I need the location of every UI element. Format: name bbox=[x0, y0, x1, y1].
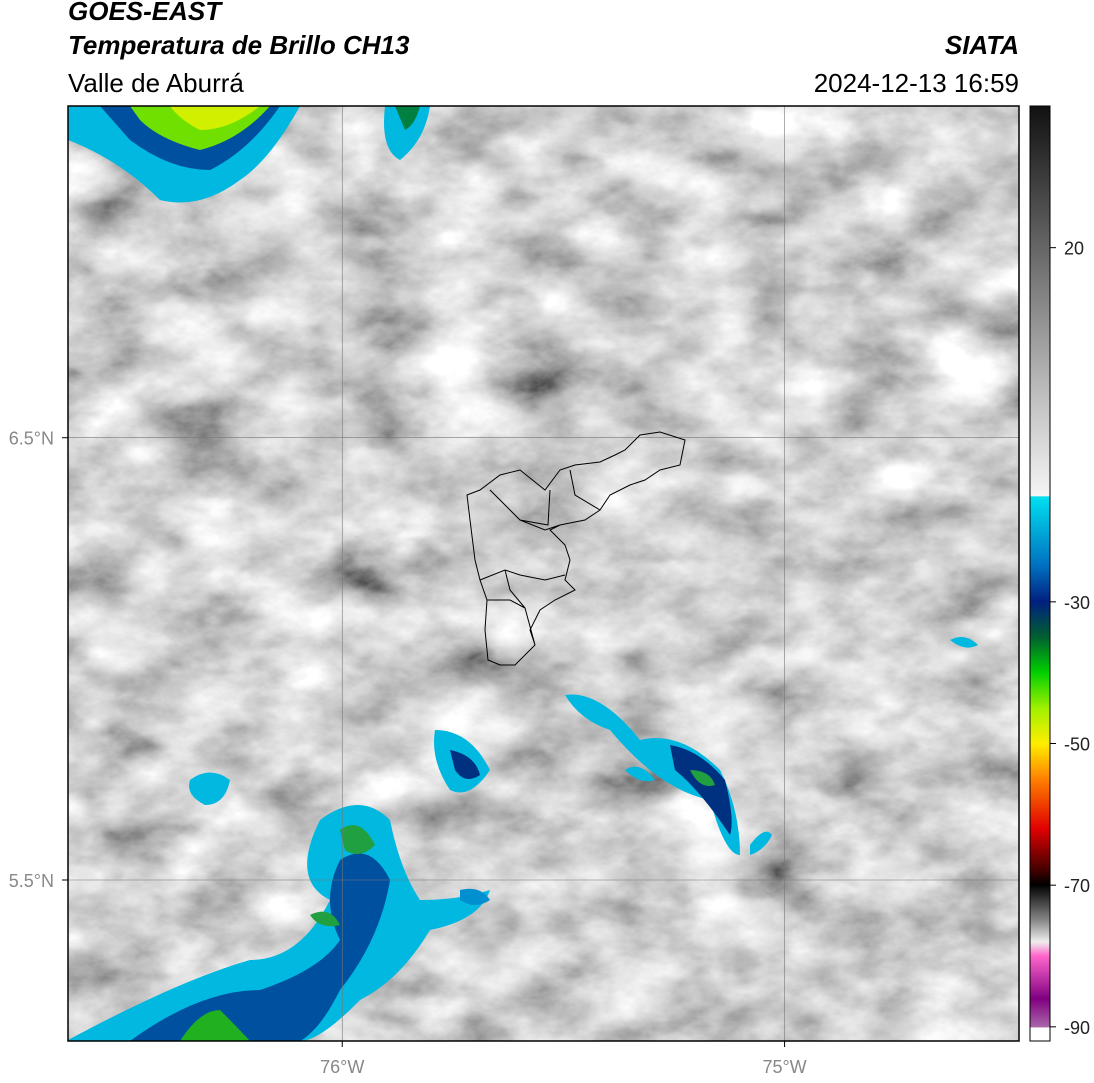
ticks: 76°W 75°W 6.5°N 5.5°N 20 -30 -50 -70 -90 bbox=[9, 239, 1090, 1077]
x-tick-label: 76°W bbox=[320, 1057, 364, 1077]
y-tick-label: 6.5°N bbox=[9, 429, 54, 449]
colorbar-tick-label: -70 bbox=[1064, 876, 1090, 896]
region: Valle de Aburrá bbox=[68, 68, 244, 98]
title: GOES-EAST bbox=[68, 0, 223, 26]
grid bbox=[68, 106, 1019, 1041]
colorbar-tick-label: -30 bbox=[1064, 593, 1090, 613]
source: SIATA bbox=[945, 30, 1019, 60]
colorbar-tick-label: -50 bbox=[1064, 735, 1090, 755]
map-frame bbox=[67, 105, 1020, 1042]
region-boundary bbox=[466, 431, 686, 666]
colorbar-tick-label: 20 bbox=[1064, 239, 1084, 259]
subtitle: Temperatura de Brillo CH13 bbox=[68, 30, 410, 60]
texture bbox=[68, 106, 1019, 1041]
y-tick-label: 5.5°N bbox=[9, 871, 54, 891]
colorbar bbox=[1029, 105, 1051, 1042]
x-tick-label: 75°W bbox=[762, 1057, 806, 1077]
datetime: 2024-12-13 16:59 bbox=[814, 68, 1019, 98]
cold-clouds bbox=[68, 106, 978, 1041]
map-area bbox=[68, 106, 1019, 1041]
colorbar-tick-label: -90 bbox=[1064, 1018, 1090, 1038]
